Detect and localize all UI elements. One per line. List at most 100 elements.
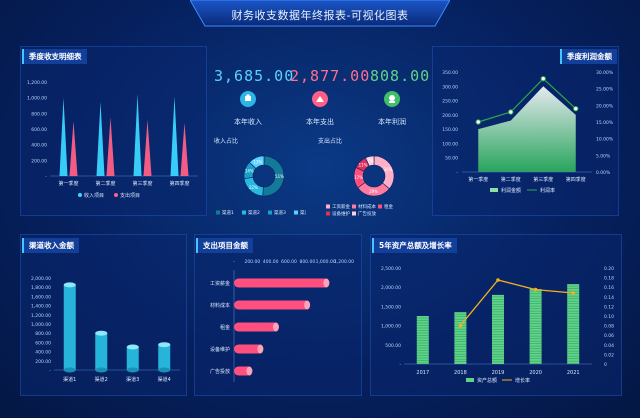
expense-bar-cap: [304, 300, 311, 310]
legend-marker: [294, 210, 298, 215]
x-tick-label: 第四季度: [566, 176, 586, 183]
legend-marker: [466, 378, 474, 382]
x-tick-label: 200.00: [244, 259, 260, 265]
channel-bar-cap: [95, 330, 108, 336]
asset-bar: [567, 284, 580, 364]
expense-bar-cap: [323, 278, 330, 288]
chart-profit: - 50.00 100.00 150.00 200.00 250.00 300.00 350.…: [442, 70, 614, 194]
y-tick-label: 材料成本: [210, 302, 230, 309]
y2-tick-label: 0.20: [604, 266, 614, 272]
panel-title-quarterly: 季度收支明细表: [22, 49, 87, 64]
y-tick-label: -: [45, 175, 47, 180]
y2-tick-label: 0.18: [604, 276, 614, 282]
donut-slice-label: 17%: [354, 175, 363, 180]
y-tick-label: 600.00: [35, 340, 51, 346]
profit-rate-point: [540, 75, 546, 82]
x-tick-label: 渠道1: [63, 376, 76, 383]
legend-marker: [326, 204, 330, 209]
y2-tick-label: 0.08: [604, 324, 614, 330]
spike-expense: [69, 121, 78, 176]
y2-tick-label: 20.00%: [596, 103, 614, 109]
donut-slice: [365, 155, 375, 167]
legend-marker: [216, 210, 220, 215]
x-tick-label: 400.00: [263, 259, 279, 265]
expense-bar-cap: [246, 366, 253, 376]
y2-tick-label: 0.10: [604, 314, 614, 320]
expense-bar: [234, 278, 330, 288]
legend-marker: [490, 188, 498, 192]
x-tick-label: 2018: [454, 370, 467, 376]
y-tick-label: 200.00: [35, 359, 51, 365]
y-tick-label: 800.00: [35, 331, 51, 337]
y2-tick-label: 15.00%: [596, 120, 614, 126]
spike-income: [96, 101, 105, 176]
kpi-expense-label: 本年支出: [306, 118, 334, 126]
income-donut-title: 收入占比: [214, 138, 239, 145]
spike-expense: [143, 119, 152, 176]
y2-tick-label: 0: [604, 362, 607, 368]
y-tick-label: 设备维护: [210, 346, 230, 353]
channel-bar: [95, 333, 108, 370]
chart-assets: - 500.00 1,000.00 1,500.00 2,000.00 2,500.00 0…: [381, 266, 614, 384]
y2-tick-label: 0.02: [604, 352, 614, 358]
legend-label: 工资薪金: [332, 203, 350, 210]
y-tick-label: 2,000.00: [31, 276, 51, 282]
legend-marker: [268, 210, 272, 215]
y-tick-label: 800.00: [31, 111, 47, 117]
profit-area: [478, 86, 576, 172]
legend-label: 利润率: [540, 187, 555, 194]
growth-rate-point: [533, 287, 538, 292]
y-tick-label: 100.00: [442, 141, 458, 147]
page-title: 财务收支数据年终报表-可视化图表: [231, 9, 409, 22]
y2-tick-label: 30.00%: [596, 70, 614, 76]
donut-slice-label: 14%: [245, 169, 254, 174]
y2-tick-label: 0.04: [604, 343, 614, 349]
legend-marker: [378, 204, 382, 209]
growth-rate-point: [571, 291, 575, 295]
channel-bar-cap: [126, 344, 139, 350]
donut-slice-label: 22%: [249, 185, 258, 190]
x-tick-label: 2020: [529, 370, 542, 376]
channel-bar: [158, 344, 171, 370]
expense-bar: [234, 344, 264, 354]
profit-rate-point: [573, 105, 579, 112]
x-tick-label: 2019: [492, 370, 505, 376]
expense-bar: [234, 322, 279, 332]
y-tick-label: 300.00: [442, 84, 458, 90]
legend-label: 渠道2: [248, 209, 260, 216]
expense-bar-cap: [257, 344, 264, 354]
y2-tick-label: 0.06: [604, 333, 614, 339]
y-tick-label: -: [399, 363, 401, 368]
x-tick-label: 渠道3: [126, 376, 139, 383]
y-tick-label: 1,400.00: [31, 304, 51, 310]
x-tick-label: 第一季度: [58, 180, 78, 187]
x-tick-label: 1,000.00: [316, 259, 336, 265]
panel-title-profit: 季度利润金额: [560, 49, 617, 64]
legend-label: 收入项目: [84, 192, 104, 199]
legend-marker: [114, 193, 118, 197]
y-tick-label: 1,600.00: [31, 294, 51, 300]
x-tick-label: 渠道2: [95, 376, 108, 383]
y-tick-label: -: [49, 369, 51, 374]
expense-bar-cap: [272, 322, 279, 332]
kpi-expense-value: 2,877.00: [290, 67, 371, 85]
y2-tick-label: 0.12: [604, 304, 614, 310]
legend-label: 支出项目: [120, 192, 140, 199]
legend-label: 渠道1: [222, 209, 234, 216]
panel-title-expense-items: 支出项目金额: [196, 238, 253, 253]
y-tick-label: 1,200.00: [31, 313, 51, 319]
y2-tick-label: 0.00%: [596, 170, 611, 176]
y-tick-label: 2,000.00: [381, 285, 401, 291]
panel-expense-items: [194, 234, 362, 396]
spike-expense: [180, 122, 189, 176]
donut-slice-label: 13%: [253, 159, 262, 164]
x-tick-label: 第三季度: [533, 176, 553, 183]
asset-bar: [454, 312, 467, 364]
growth-rate-point: [458, 323, 463, 328]
spike-income: [59, 97, 68, 176]
income-icon: [240, 91, 256, 107]
channel-bar-base: [158, 367, 171, 373]
donut-slice-label: 36%: [384, 167, 393, 172]
y-tick-label: 工资薪金: [210, 280, 230, 287]
